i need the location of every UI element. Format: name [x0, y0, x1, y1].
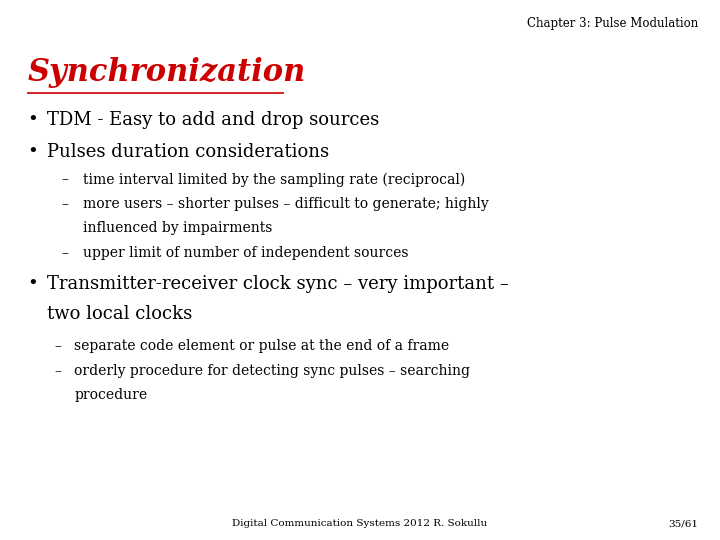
Text: more users – shorter pulses – difficult to generate; highly: more users – shorter pulses – difficult …: [83, 197, 489, 211]
Text: Pulses duration considerations: Pulses duration considerations: [47, 143, 329, 161]
Text: influenced by impairments: influenced by impairments: [83, 221, 272, 235]
Text: orderly procedure for detecting sync pulses – searching: orderly procedure for detecting sync pul…: [74, 364, 470, 379]
Text: time interval limited by the sampling rate (reciprocal): time interval limited by the sampling ra…: [83, 172, 465, 187]
Text: Transmitter-receiver clock sync – very important –: Transmitter-receiver clock sync – very i…: [47, 275, 508, 293]
Text: Synchronization: Synchronization: [27, 57, 305, 87]
Text: –: –: [54, 339, 61, 353]
Text: separate code element or pulse at the end of a frame: separate code element or pulse at the en…: [74, 339, 449, 353]
Text: TDM - Easy to add and drop sources: TDM - Easy to add and drop sources: [47, 111, 379, 129]
Text: –: –: [61, 172, 68, 186]
Text: •: •: [27, 111, 38, 129]
Text: •: •: [27, 143, 38, 161]
Text: Digital Communication Systems 2012 R. Sokullu: Digital Communication Systems 2012 R. So…: [233, 519, 487, 528]
Text: –: –: [61, 246, 68, 260]
Text: procedure: procedure: [74, 388, 148, 402]
Text: 35/61: 35/61: [668, 519, 698, 528]
Text: –: –: [54, 364, 61, 379]
Text: •: •: [27, 275, 38, 293]
Text: upper limit of number of independent sources: upper limit of number of independent sou…: [83, 246, 408, 260]
Text: Chapter 3: Pulse Modulation: Chapter 3: Pulse Modulation: [527, 17, 698, 30]
Text: –: –: [61, 197, 68, 211]
Text: two local clocks: two local clocks: [47, 305, 192, 323]
